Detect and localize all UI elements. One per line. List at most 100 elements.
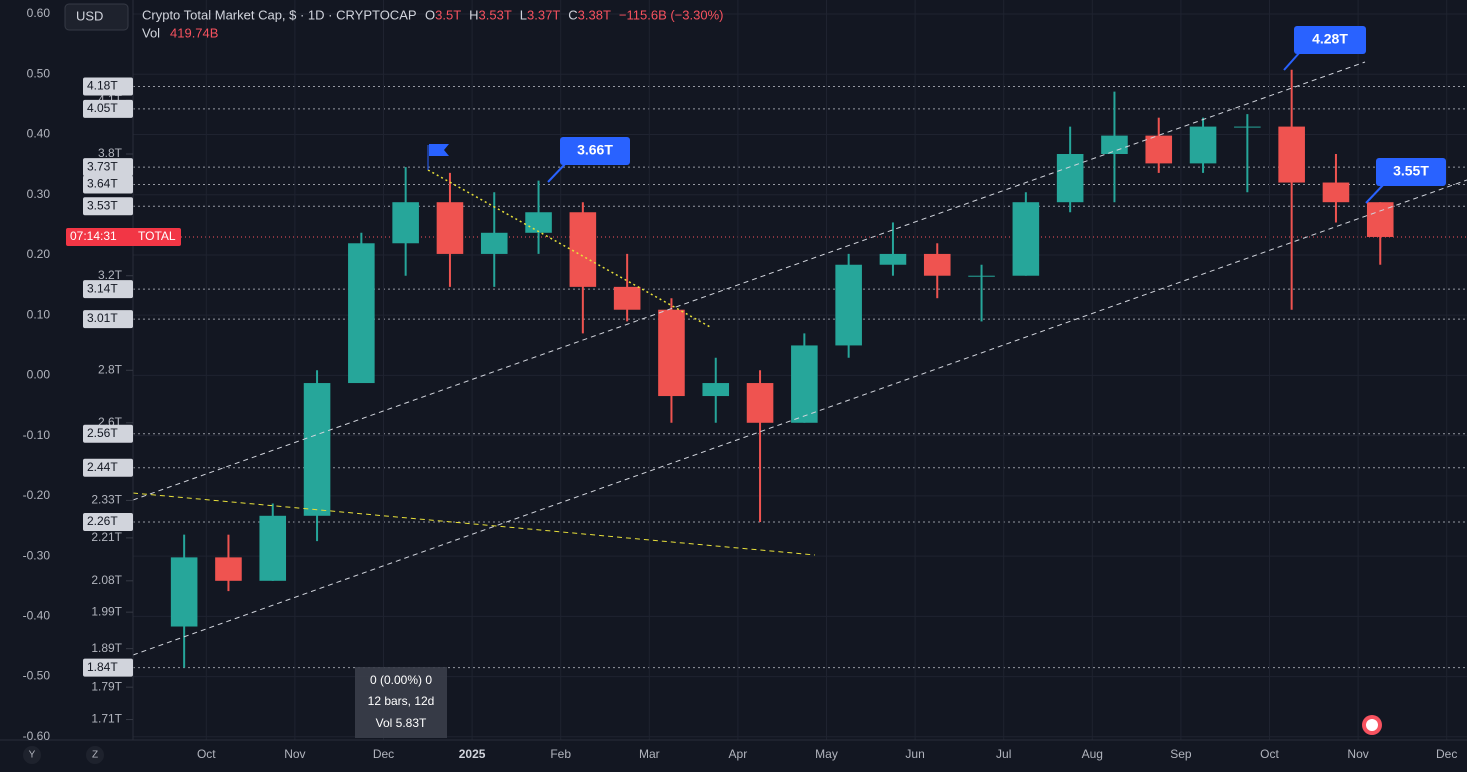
scale-button[interactable]: [23, 746, 41, 764]
ohlc-key: H: [469, 7, 478, 22]
scale-button[interactable]: [86, 746, 104, 764]
y2-tick-label: 0.60: [27, 6, 51, 20]
candle-body: [968, 275, 995, 277]
candle-body: [658, 309, 685, 397]
price-line-label: 2.56T: [87, 426, 118, 440]
candle-body: [1056, 154, 1084, 203]
candle-body: [480, 232, 508, 254]
price-line-box: [83, 513, 133, 532]
price-line-label: 3.01T: [87, 311, 118, 325]
y-tick-label: 3.2T: [98, 268, 123, 282]
price-line-box: [83, 658, 133, 677]
candle-body: [348, 243, 375, 384]
callout: [1294, 26, 1366, 54]
price-line-box: [83, 280, 133, 299]
ohlc-key: C: [568, 7, 577, 22]
candle-body: [702, 383, 730, 397]
trend-line: [132, 492, 816, 556]
plot: [170, 69, 1394, 668]
currency-button[interactable]: [64, 3, 129, 31]
candle-body: [1189, 126, 1217, 164]
x-tick-label: Feb: [550, 747, 571, 761]
x-tick-label: Nov: [284, 747, 305, 761]
scale-button-label[interactable]: Z: [92, 750, 98, 761]
candle-body: [613, 286, 641, 310]
ohlc-value: 3.37T: [527, 7, 560, 22]
y-tick-label: 1.79T: [91, 679, 122, 693]
y-tick-label: 2.21T: [91, 530, 122, 544]
x-tick-label: Oct: [197, 747, 216, 761]
y-tick-label: 1.89T: [91, 641, 122, 655]
price-line-label: 3.14T: [87, 281, 118, 295]
trend-line: [427, 169, 713, 329]
candle-body: [835, 264, 862, 346]
legend-title: Crypto Total Market Cap, $ · 1D · CRYPTO…: [142, 7, 417, 22]
y-tick-label: 1.99T: [91, 604, 122, 618]
candle-body: [1278, 126, 1305, 183]
callout: [560, 137, 630, 165]
y2-tick-label: 0.50: [27, 66, 51, 80]
y-tick-label: 2.8T: [98, 362, 123, 376]
y2-tick-label: 0.40: [27, 127, 51, 141]
price-line-label: 2.44T: [87, 460, 118, 474]
currency[interactable]: USD: [76, 8, 103, 23]
x-tick-label: Dec: [373, 747, 394, 761]
candle-body: [1234, 126, 1261, 128]
y2-tick-label: -0.30: [23, 548, 51, 562]
candle-body: [1145, 135, 1173, 164]
x-tick-label: Mar: [639, 747, 660, 761]
price-line-box: [83, 424, 133, 443]
candle-body: [569, 212, 597, 287]
market-flag-inner[interactable]: [1366, 719, 1378, 731]
price-line-label: 4.18T: [87, 79, 118, 93]
change: −115.6B (−3.30%): [619, 7, 724, 22]
price-line-box: [83, 175, 133, 194]
y-tick-label: 2.08T: [91, 573, 122, 587]
price-line-label: 1.84T: [87, 660, 118, 674]
candle-body: [170, 557, 198, 627]
price-line-label: 3.64T: [87, 177, 118, 191]
ohlc-value: 3.53T: [479, 7, 512, 22]
price-line-box: [83, 158, 133, 177]
measure-box: [355, 667, 447, 738]
callout-label: 3.66T: [577, 142, 613, 158]
y2-tick-label: -0.40: [23, 609, 51, 623]
price-scale: [0, 0, 133, 740]
measure-text: 0 (0.00%) 0: [370, 673, 432, 687]
callout-tail: [547, 162, 567, 183]
y2-tick-label: -0.50: [23, 669, 51, 683]
price-line-label: 3.53T: [87, 198, 118, 212]
price-line-box: [83, 458, 133, 477]
trend-line: [132, 179, 1467, 656]
price-line-label: 4.05T: [87, 101, 118, 115]
measure-text: 12 bars, 12d: [368, 694, 435, 708]
candle-body: [1322, 182, 1350, 203]
trend-line: [132, 61, 1366, 501]
x-tick-label: Aug: [1082, 747, 1103, 761]
x-tick-label: 2025: [459, 747, 486, 761]
ohlc-value: 3.38T: [578, 7, 611, 22]
x-tick-label: Jul: [996, 747, 1011, 761]
y-tick-label: 1.71T: [91, 712, 122, 726]
y2-tick-label: 0.10: [27, 307, 51, 321]
volume-value: 419.74B: [170, 25, 218, 40]
callout-label: 3.55T: [1393, 163, 1429, 179]
price-line-label: 2.26T: [87, 514, 118, 528]
y2-tick-label: 0.20: [27, 247, 51, 261]
measure-text: Vol 5.83T: [376, 716, 427, 730]
candle-body: [392, 202, 419, 244]
last-price-symbol: TOTAL: [138, 229, 176, 243]
y-tick-label: 2.33T: [91, 493, 122, 507]
ohlc: O 3.5T H 3.53T L 3.37T C 3.38T −115.6B (−3.30%): [425, 7, 723, 22]
callout-tail: [1283, 51, 1301, 71]
y2-tick-label: 0.30: [27, 187, 51, 201]
price-line-box: [83, 99, 133, 118]
x-tick-label: Apr: [729, 747, 748, 761]
candle-body: [525, 212, 552, 233]
candle-body: [879, 253, 907, 265]
price-line-box: [83, 310, 133, 329]
candle-body: [259, 515, 287, 581]
scale-button-label[interactable]: Y: [29, 750, 36, 761]
